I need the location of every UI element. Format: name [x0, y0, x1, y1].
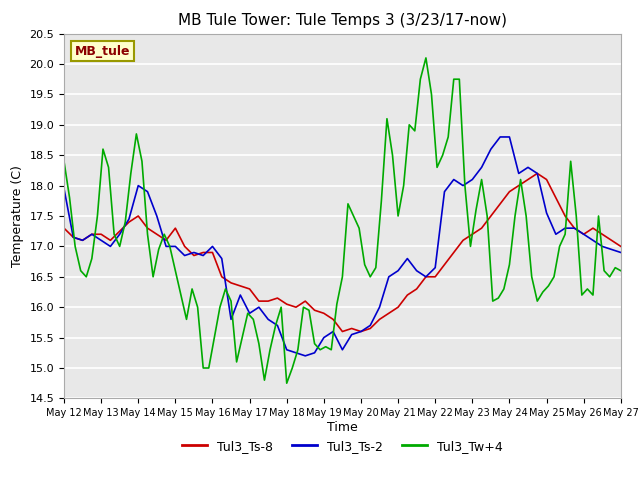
Tul3_Ts-8 [255, 298, 263, 304]
Tul3_Ts-8 [403, 292, 411, 298]
Tul3_Tw+4 [422, 55, 430, 61]
Tul3_Ts-2 [301, 353, 309, 359]
Tul3_Tw+4 [322, 344, 330, 349]
Tul3_Ts-2 [60, 186, 68, 192]
Tul3_Ts-2 [172, 243, 179, 249]
Tul3_Ts-8 [60, 225, 68, 231]
X-axis label: Time: Time [327, 421, 358, 434]
Tul3_Ts-2 [403, 256, 411, 262]
Tul3_Ts-2 [190, 250, 198, 255]
Tul3_Ts-2 [255, 304, 263, 310]
Tul3_Tw+4 [200, 365, 207, 371]
Text: MB_tule: MB_tule [75, 45, 131, 58]
Tul3_Ts-8 [617, 243, 625, 249]
Tul3_Ts-8 [172, 225, 179, 231]
Tul3_Tw+4 [489, 298, 497, 304]
Tul3_Tw+4 [461, 183, 468, 189]
Tul3_Ts-2 [561, 225, 569, 231]
Line: Tul3_Tw+4: Tul3_Tw+4 [64, 58, 621, 383]
Tul3_Tw+4 [283, 380, 291, 386]
Y-axis label: Temperature (C): Temperature (C) [11, 165, 24, 267]
Tul3_Ts-8 [561, 213, 569, 219]
Legend: Tul3_Ts-8, Tul3_Ts-2, Tul3_Tw+4: Tul3_Ts-8, Tul3_Ts-2, Tul3_Tw+4 [177, 435, 508, 458]
Tul3_Ts-2 [497, 134, 504, 140]
Tul3_Ts-8 [534, 170, 541, 176]
Tul3_Ts-2 [617, 250, 625, 255]
Tul3_Tw+4 [617, 268, 625, 274]
Tul3_Ts-2 [366, 323, 374, 328]
Line: Tul3_Ts-2: Tul3_Ts-2 [64, 137, 621, 356]
Title: MB Tule Tower: Tule Temps 3 (3/23/17-now): MB Tule Tower: Tule Temps 3 (3/23/17-now… [178, 13, 507, 28]
Tul3_Tw+4 [400, 183, 408, 189]
Line: Tul3_Ts-8: Tul3_Ts-8 [64, 173, 621, 332]
Tul3_Tw+4 [99, 146, 107, 152]
Tul3_Ts-8 [339, 329, 346, 335]
Tul3_Ts-8 [190, 252, 198, 258]
Tul3_Tw+4 [60, 158, 68, 164]
Tul3_Ts-8 [366, 325, 374, 331]
